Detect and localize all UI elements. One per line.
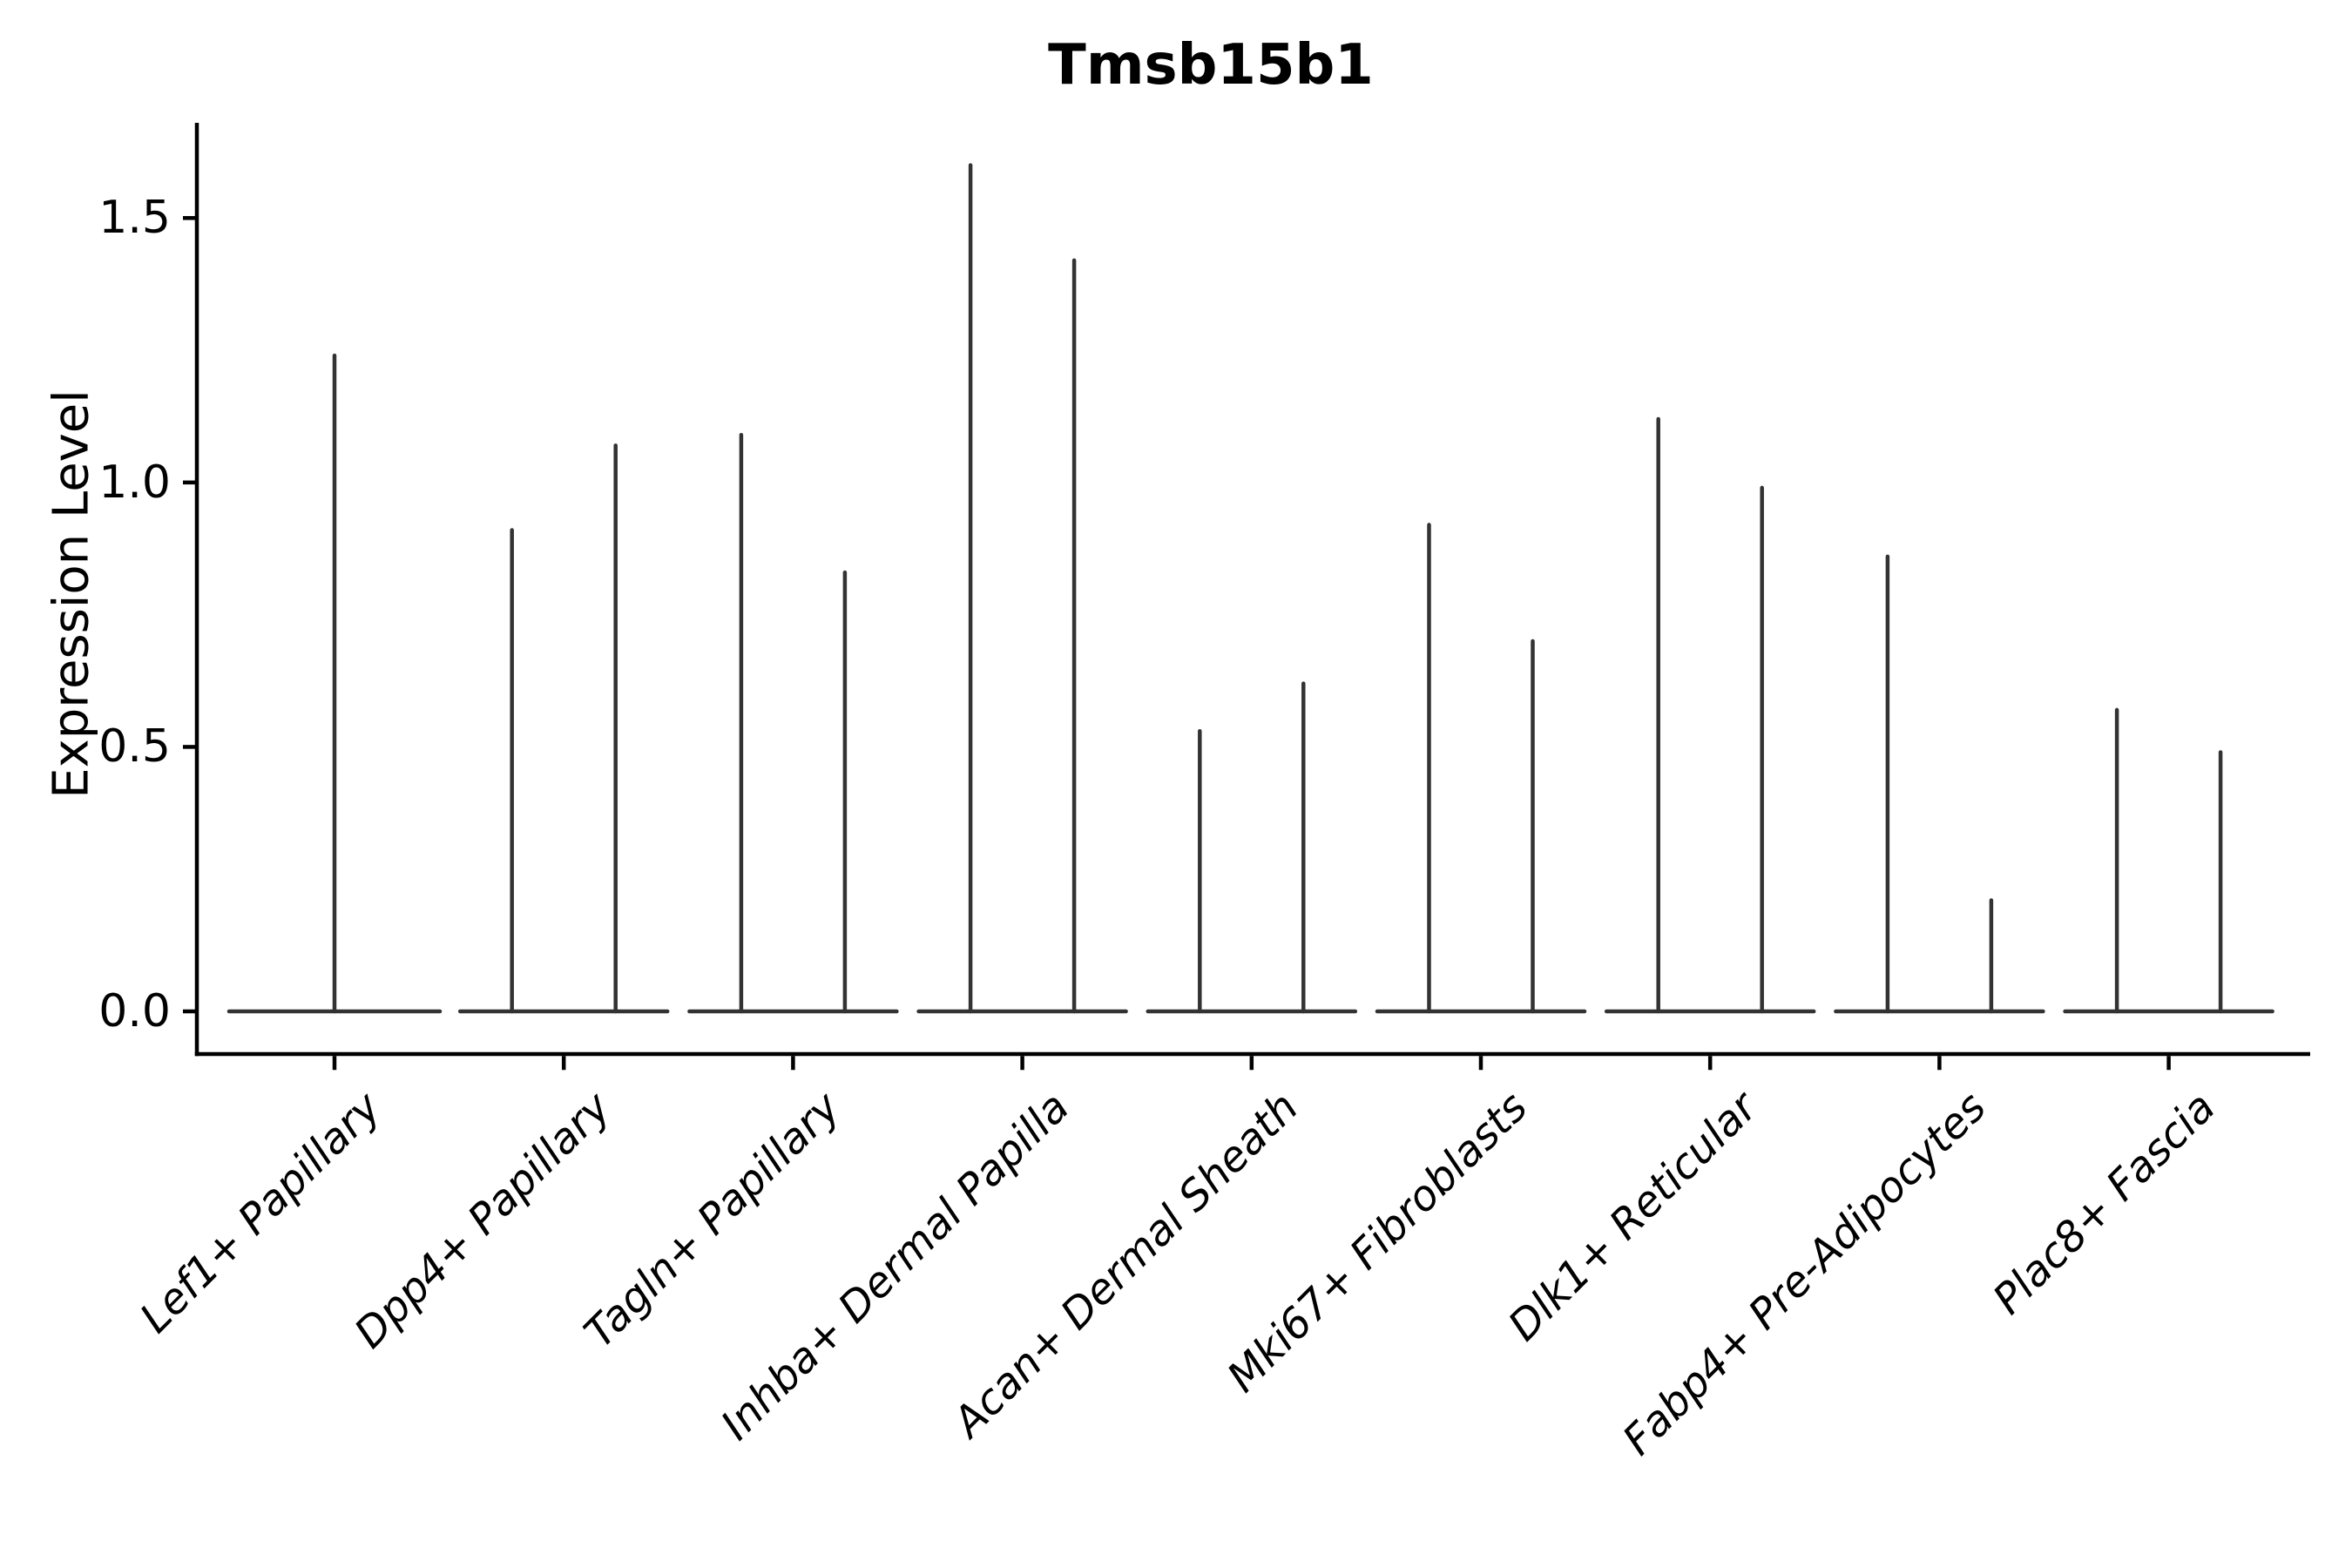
y-tick-label: 1.5: [98, 192, 171, 245]
y-tick-label: 0.0: [98, 985, 171, 1037]
y-tick-label: 0.5: [98, 720, 171, 774]
y-tick-label: 1.0: [98, 456, 171, 509]
chart-title: Tmsb15b1: [1048, 33, 1374, 98]
